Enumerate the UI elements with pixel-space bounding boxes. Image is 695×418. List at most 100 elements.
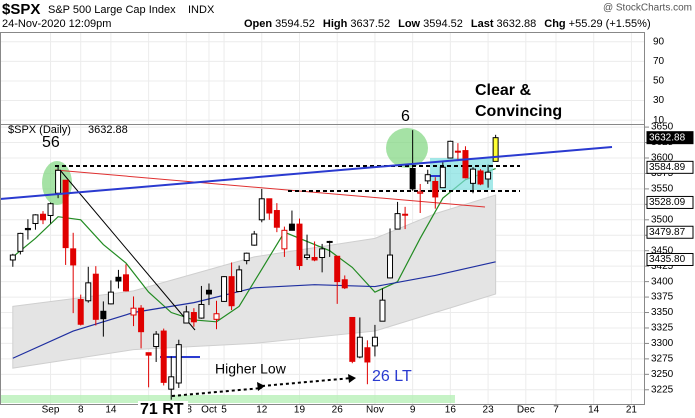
date: 24-Nov-2020 12:09pm bbox=[2, 18, 111, 30]
candle-body bbox=[462, 150, 469, 179]
candle-body bbox=[273, 210, 280, 228]
trendline bbox=[0, 146, 613, 200]
y-tick-label: 3450 bbox=[651, 245, 674, 256]
overlay-line bbox=[12, 167, 496, 323]
annotation: 56 bbox=[42, 134, 60, 151]
candle-body bbox=[9, 254, 16, 261]
candle-body bbox=[160, 330, 167, 383]
x-tick-label: 14 bbox=[588, 405, 600, 416]
candle-body bbox=[281, 229, 288, 250]
candle-body bbox=[371, 336, 378, 347]
candle-body bbox=[107, 291, 114, 305]
trendline bbox=[59, 169, 196, 331]
subtitle: S&P 500 Large Cap Index bbox=[48, 4, 176, 16]
candle-body bbox=[387, 254, 394, 279]
candle-body bbox=[183, 311, 190, 324]
candle-body bbox=[334, 255, 341, 283]
candle-body bbox=[236, 269, 243, 293]
candle-body bbox=[243, 252, 250, 262]
candle-body bbox=[454, 150, 461, 153]
candle-body bbox=[138, 307, 145, 333]
candle-body bbox=[319, 248, 326, 259]
annotation: 26 LT bbox=[372, 368, 412, 385]
y-tick-label: 3550 bbox=[651, 184, 674, 195]
candle-body bbox=[409, 168, 416, 190]
candle-body bbox=[175, 344, 182, 384]
candle-body bbox=[424, 174, 431, 182]
candle-body bbox=[122, 274, 129, 292]
source: @ StockCharts.com bbox=[603, 3, 692, 14]
exchange: INDX bbox=[188, 4, 215, 16]
y-tick-label: 3350 bbox=[651, 307, 674, 318]
price-label: 3528.09 bbox=[649, 197, 686, 208]
candle-body bbox=[402, 213, 409, 216]
arrow-head bbox=[348, 374, 356, 383]
price-label-box bbox=[646, 252, 694, 266]
quote-label: High bbox=[323, 18, 348, 30]
x-tick-label: 26 bbox=[332, 405, 344, 416]
y-tick-label: 3325 bbox=[651, 323, 674, 334]
top-tick-label: 50 bbox=[653, 76, 665, 87]
legend-value: 3632.88 bbox=[88, 124, 128, 136]
candle-body bbox=[153, 333, 160, 348]
candle-body bbox=[304, 254, 311, 259]
y-tick-label: 3425 bbox=[651, 261, 674, 272]
candle-body bbox=[470, 168, 476, 184]
candle-body bbox=[198, 303, 205, 319]
candle-body bbox=[62, 179, 69, 249]
candle-body bbox=[221, 276, 228, 302]
x-tick-label: 14 bbox=[105, 405, 117, 416]
candle-body bbox=[364, 347, 371, 363]
candle-body bbox=[417, 191, 424, 194]
price-label-box bbox=[646, 160, 694, 174]
candle-body bbox=[251, 233, 258, 246]
price-label-box bbox=[646, 225, 694, 239]
candle-body bbox=[55, 169, 62, 194]
candle-body bbox=[85, 282, 92, 302]
annotation-bg bbox=[138, 401, 188, 418]
candle-body bbox=[485, 171, 492, 180]
y-tick-label: 3300 bbox=[651, 338, 674, 349]
top-tick-label: 70 bbox=[653, 56, 665, 67]
candle-body bbox=[24, 227, 31, 231]
candle-body bbox=[32, 214, 39, 225]
candle-body bbox=[145, 352, 152, 356]
candle-body bbox=[477, 170, 484, 185]
x-tick-label: 5 bbox=[221, 405, 227, 416]
candle-body bbox=[100, 310, 107, 320]
candle-body bbox=[92, 273, 99, 320]
quote-value: 3594.52 bbox=[275, 18, 315, 30]
candle-body bbox=[356, 336, 363, 358]
candle-body bbox=[439, 166, 446, 189]
price-label: 3435.80 bbox=[649, 254, 686, 265]
candle-body bbox=[190, 312, 197, 323]
candle-body bbox=[47, 203, 54, 216]
candle-body bbox=[266, 198, 273, 214]
top-tick-label: 10 bbox=[653, 115, 665, 126]
candle-body bbox=[258, 198, 265, 221]
legend-label: $SPX (Daily) bbox=[8, 124, 71, 136]
y-tick-label: 3500 bbox=[651, 214, 674, 225]
arrow-head bbox=[257, 382, 265, 391]
top-tick-label: 90 bbox=[653, 36, 665, 47]
y-tick-label: 3250 bbox=[651, 369, 674, 380]
price-label-box bbox=[646, 131, 694, 145]
x-tick-label: 23 bbox=[483, 405, 495, 416]
x-tick-label: Dec bbox=[517, 405, 535, 416]
x-tick-label: 21 bbox=[626, 405, 638, 416]
candle-body bbox=[296, 223, 303, 267]
candle-body bbox=[77, 299, 84, 325]
highlight-box bbox=[430, 158, 493, 190]
y-tick-label: 3225 bbox=[651, 384, 674, 395]
candle-body bbox=[492, 137, 499, 162]
price-label: 3584.89 bbox=[649, 162, 686, 173]
price-label: 3479.87 bbox=[649, 227, 686, 238]
candle-body bbox=[447, 140, 454, 159]
quote: Open 3594.52 High 3637.52 Low 3594.52 Last 3632… bbox=[244, 18, 651, 30]
x-tick-label: Oct bbox=[201, 405, 217, 416]
x-tick-label: Sep bbox=[42, 405, 60, 416]
quote-value: 3632.88 bbox=[497, 18, 537, 30]
candle-body bbox=[17, 232, 24, 252]
highlight-strip bbox=[0, 395, 455, 403]
